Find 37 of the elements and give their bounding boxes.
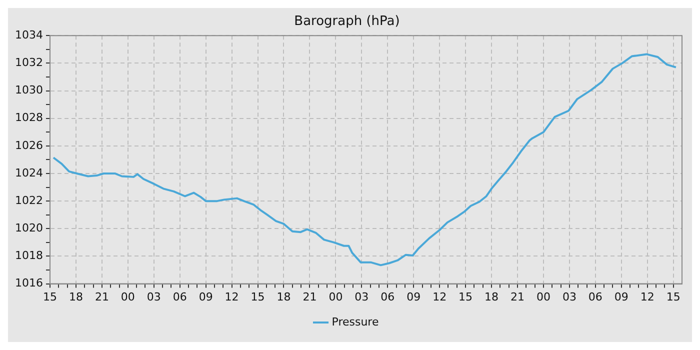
y-tick-label: 1030 [14,84,43,97]
x-tick-label: 03 [146,290,161,304]
y-tick-label: 1026 [14,138,43,152]
chart-title: Barograph (hPa) [294,14,400,30]
x-tick-label: 12 [432,290,447,304]
x-tick-label: 21 [510,290,525,304]
x-tick-label: 21 [94,290,109,304]
y-tick-label: 1028 [14,111,43,124]
x-tick-label: 21 [302,290,317,304]
x-tick-label: 15 [42,290,57,304]
x-tick-label: 15 [250,290,265,304]
x-tick-label: 06 [172,290,187,304]
y-tick-label: 1020 [14,222,43,235]
x-tick-label: 18 [484,290,499,304]
x-tick-label: 09 [198,290,213,304]
x-tick-label: 06 [380,290,395,304]
x-tick-label: 12 [224,290,239,304]
y-tick-label: 1022 [14,194,43,207]
x-tick-label: 00 [120,290,135,304]
x-tick-label: 18 [276,290,291,304]
x-tick-label: 06 [588,290,602,304]
y-tick-label: 1016 [14,276,43,290]
y-tick-label: 1034 [14,28,43,42]
x-tick-label: 03 [562,290,576,304]
legend-label: Pressure [332,315,379,328]
x-tick-label: 00 [328,290,343,304]
x-tick-label: 15 [666,290,680,304]
x-tick-label: 09 [614,290,628,304]
x-tick-label: 15 [458,290,473,304]
x-tick-label: 09 [406,290,421,304]
x-tick-label: 00 [536,290,550,304]
x-tick-label: 03 [354,290,369,304]
x-tick-label: 18 [68,290,83,304]
y-tick-label: 1032 [14,56,43,70]
y-tick-label: 1024 [14,166,43,180]
x-tick-label: 12 [640,290,654,304]
y-tick-label: 1018 [14,249,43,262]
